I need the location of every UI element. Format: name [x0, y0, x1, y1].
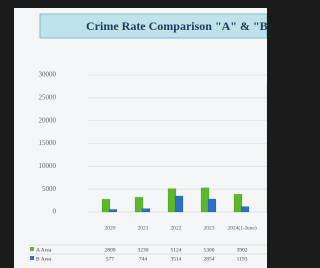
y-tick-label: 20000 — [39, 116, 57, 124]
y-tick-label: 30000 — [39, 71, 57, 79]
legend-label: B Area — [36, 256, 52, 262]
bar — [109, 209, 117, 212]
y-tick-label: 5000 — [42, 185, 57, 193]
y-tick-label: 25000 — [39, 93, 57, 101]
table-cell: 744 — [139, 256, 148, 262]
bar — [208, 199, 216, 212]
x-tick-label: 2020 — [105, 225, 116, 231]
table-cell: 577 — [106, 256, 115, 262]
table-cell: 3902 — [237, 247, 248, 253]
x-tick-label: 2024(1-June) — [227, 224, 256, 231]
bar — [175, 196, 183, 212]
y-tick-label: 10000 — [39, 162, 57, 170]
table-cell: 5300 — [204, 247, 215, 253]
page: Crime Rate Comparison "A" & "B" 0 5000 100… — [0, 0, 320, 268]
legend-swatch — [30, 256, 34, 260]
table-cell: 2854 — [204, 256, 215, 262]
table-cell: 2809 — [105, 247, 116, 253]
bar — [142, 209, 150, 212]
y-tick-label: 0 — [53, 208, 57, 216]
chart: Crime Rate Comparison "A" & "B" 0 5000 100… — [0, 0, 267, 268]
legend-label: A Area — [36, 247, 52, 253]
x-tick-label: 2021 — [138, 225, 149, 231]
bar — [241, 207, 249, 212]
table-cell: 3230 — [138, 247, 149, 253]
y-tick-label: 15000 — [39, 139, 57, 147]
table-cell: 1193 — [237, 256, 248, 262]
x-tick-label: 2022 — [171, 225, 182, 231]
x-tick-label: 2023 — [204, 225, 215, 231]
table-cell: 5124 — [171, 247, 182, 253]
legend-swatch — [30, 247, 34, 251]
table-cell: 3514 — [171, 256, 182, 262]
chart-title: Crime Rate Comparison "A" & "B" — [86, 19, 267, 33]
